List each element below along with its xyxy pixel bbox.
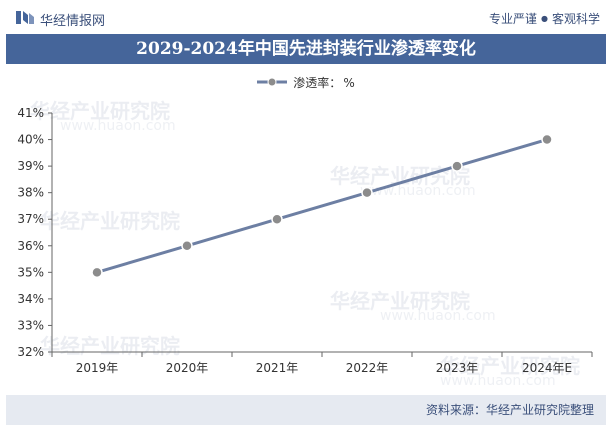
x-tick-label: 2020年	[166, 361, 209, 375]
legend: 渗透率：%	[0, 72, 612, 92]
watermark-sub-4: www.huaon.com	[380, 308, 496, 324]
watermark-1: 华经产业研究院	[30, 99, 170, 123]
y-tick-label: 40%	[17, 133, 44, 147]
tagline-left: 专业严谨	[488, 12, 537, 26]
brand-name: 华经情报网	[40, 14, 106, 29]
watermark-sub-1: www.huaon.com	[60, 118, 176, 134]
y-tick-label: 32%	[17, 345, 44, 359]
data-point	[271, 213, 283, 225]
data-point	[181, 240, 193, 252]
y-tick-label: 36%	[17, 239, 44, 253]
legend-unit: %	[343, 75, 355, 90]
data-point	[541, 133, 553, 146]
data-point	[451, 160, 463, 172]
x-tick-label: 2021年	[256, 361, 299, 375]
legend-label: 渗透率：%	[293, 75, 355, 90]
chart-title: 2029-2024年中国先进封装行业渗透率变化	[136, 39, 476, 59]
watermark-3: 华经产业研究院	[40, 209, 180, 233]
data-point	[361, 186, 373, 199]
y-tick-label: 37%	[17, 212, 44, 226]
watermark-4: 华经产业研究院	[330, 289, 470, 313]
x-tick-label: 2023年	[436, 361, 479, 375]
tagline-right: 客观科学	[551, 12, 600, 26]
tagline-separator: ●	[541, 14, 548, 23]
y-tick-label: 33%	[17, 318, 44, 332]
footer-bar: 资料来源：华经产业研究院整理	[6, 395, 606, 425]
watermark-5: 华经产业研究院	[40, 334, 180, 358]
logo-icon	[16, 11, 34, 24]
source-note: 资料来源：华经产业研究院整理	[425, 403, 594, 417]
data-point	[91, 266, 103, 279]
title-bar: 2029-2024年中国先进封装行业渗透率变化	[6, 34, 606, 64]
y-tick-label: 34%	[17, 292, 44, 306]
legend-series-name: 渗透率	[293, 75, 330, 90]
series-line-penetration-rate	[96, 138, 548, 274]
y-tick-label: 38%	[17, 186, 44, 200]
legend-line-icon	[257, 77, 288, 87]
x-tick-label: 2022年	[346, 361, 389, 375]
tagline: 专业严谨 ● 客观科学	[489, 10, 600, 27]
y-tick-label: 39%	[17, 159, 44, 173]
x-tick-label: 2024年E	[522, 361, 572, 375]
x-tick-label: 2019年	[76, 361, 119, 375]
watermark-6: 华经产业研究院	[440, 354, 580, 378]
y-tick-label: 35%	[17, 265, 44, 279]
watermark-sub-6: www.huaon.com	[440, 373, 556, 389]
header-bar: 华经情报网 专业严谨 ● 客观科学	[0, 0, 612, 34]
y-tick-label: 41%	[17, 106, 44, 120]
